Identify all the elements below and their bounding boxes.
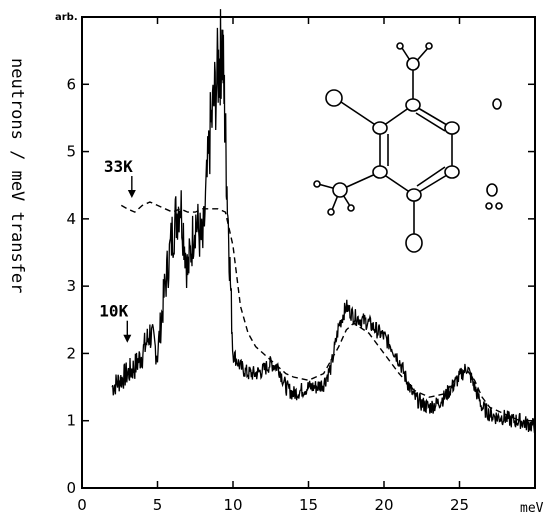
series-layer (111, 9, 536, 433)
y-tick-label: 0 (66, 479, 76, 497)
y-tick-label: 4 (66, 210, 76, 228)
x-tick-label: 0 (77, 496, 87, 514)
series-line-33k (120, 201, 536, 425)
axis-ticks: 0 5 10 15 20 25 0 1 2 3 4 5 6 (66, 17, 535, 514)
x-tick-label: 25 (450, 496, 469, 514)
y-tick-label: 3 (66, 277, 76, 295)
annotations: 33K 10K (99, 157, 136, 343)
y-axis-label: neutrons / meV transfer (7, 58, 27, 293)
x-tick-label: 5 (153, 496, 163, 514)
y-tick-label: 2 (66, 344, 76, 362)
y-tick-label: 5 (66, 143, 76, 161)
molecule-inset-icon (313, 42, 503, 253)
y-unit-label: arb. (55, 12, 78, 23)
annotation-arrowhead (123, 334, 132, 343)
annotation-arrowhead (127, 190, 136, 199)
annotation-label: 10K (99, 302, 128, 321)
x-tick-label: 10 (223, 496, 242, 514)
plot-frame (81, 16, 536, 489)
annotation-label: 33K (104, 157, 133, 176)
y-tick-label: 1 (66, 412, 76, 430)
series-line-10k (111, 9, 536, 433)
x-unit-label: meV (520, 501, 544, 516)
y-tick-label: 6 (66, 75, 76, 93)
x-tick-label: 20 (374, 496, 393, 514)
x-tick-label: 15 (299, 496, 318, 514)
